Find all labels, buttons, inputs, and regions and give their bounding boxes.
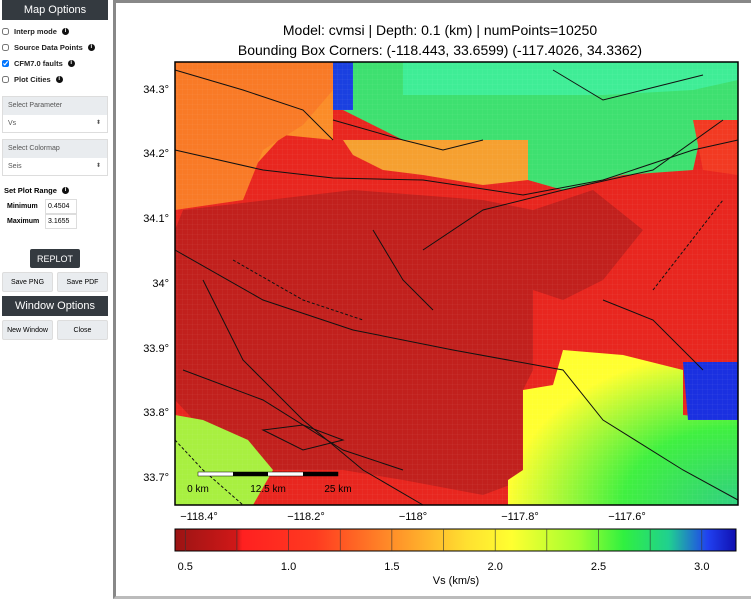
colorbar-tick-label: 1.0 <box>281 561 296 573</box>
plot-title-line1: Model: cvmsi | Depth: 0.1 (km) | numPoin… <box>283 22 597 38</box>
fault-line <box>332 119 484 151</box>
colorbar-label: Vs (km/s) <box>433 575 479 587</box>
plot-cities-option[interactable]: Plot Cities i <box>0 71 110 87</box>
grid-overlay <box>175 62 738 505</box>
select-arrows-icon: ⬍ <box>95 120 101 126</box>
scale-label-25: 25 km <box>324 484 351 495</box>
x-axis: −118.4° −118.2° −118° −117.8° −117.6° <box>180 511 646 523</box>
source-data-points-label: Source Data Points <box>14 42 83 52</box>
colorbar-tick-label: 0.5 <box>178 561 193 573</box>
minimum-label: Minimum <box>7 203 38 210</box>
cfm-faults-label: CFM7.0 faults <box>14 58 63 68</box>
map-frame <box>174 61 739 506</box>
colorbar-tick-label: 2.0 <box>488 561 503 573</box>
y-tick-label: 33.9° <box>143 343 169 355</box>
scale-label-12-5: 12.5 km <box>250 484 286 495</box>
close-button[interactable]: Close <box>57 320 108 340</box>
fault-line <box>232 259 364 321</box>
fault-line <box>174 69 334 141</box>
cfm-faults-option[interactable]: CFM7.0 faults i <box>0 55 110 71</box>
x-tick-label: −118.2° <box>287 511 325 523</box>
maximum-label: Maximum <box>7 218 40 225</box>
save-png-button[interactable]: Save PNG <box>2 272 53 292</box>
colorbar-tick-label: 1.5 <box>384 561 399 573</box>
maximum-input[interactable] <box>45 214 77 229</box>
y-tick-label: 33.8° <box>143 407 169 419</box>
x-tick-label: −117.6° <box>608 511 646 523</box>
fault-line <box>372 229 434 311</box>
fault-line <box>261 424 345 451</box>
parameter-value: Vs <box>8 120 17 127</box>
select-parameter-label: Select Parameter <box>3 97 107 115</box>
source-data-points-option[interactable]: Source Data Points i <box>0 39 110 55</box>
scale-bar: 0 km 12.5 km 25 km <box>187 471 352 495</box>
scale-label-0: 0 km <box>187 484 209 495</box>
save-pdf-button[interactable]: Save PDF <box>57 272 108 292</box>
plot-cities-label: Plot Cities <box>14 74 51 84</box>
fault-line <box>202 279 424 506</box>
select-arrows-icon: ⬍ <box>95 163 101 169</box>
colorbar: 0.5 1.0 1.5 2.0 2.5 3.0 Vs (km/s) <box>174 528 737 587</box>
new-window-button[interactable]: New Window <box>2 320 53 340</box>
x-tick-label: −118° <box>399 511 427 523</box>
plot-range-title: Set Plot Range i <box>4 186 110 195</box>
plot-cities-checkbox[interactable] <box>2 75 9 83</box>
colorbar-tick-label: 3.0 <box>694 561 709 573</box>
interp-mode-label: Interp mode <box>14 26 57 36</box>
fault-line <box>174 439 244 506</box>
parameter-select-group: Select Parameter Vs ⬍ <box>2 96 108 133</box>
x-tick-label: −118.4° <box>180 511 218 523</box>
source-data-points-checkbox[interactable] <box>2 43 9 51</box>
map-plot: Model: cvmsi | Depth: 0.1 (km) | numPoin… <box>143 22 739 587</box>
y-tick-label: 34.2° <box>143 148 169 160</box>
plot-title-line2: Bounding Box Corners: (-118.443, 33.6599… <box>238 42 642 58</box>
info-icon[interactable]: i <box>67 59 75 67</box>
colormap-value: Seis <box>8 163 22 170</box>
y-tick-label: 34° <box>152 278 169 290</box>
select-colormap-label: Select Colormap <box>3 140 107 158</box>
info-icon[interactable]: i <box>61 187 69 194</box>
fault-line <box>422 119 724 251</box>
replot-button[interactable]: REPLOT <box>30 249 80 268</box>
window-options-header: Window Options <box>2 296 108 316</box>
y-tick-label: 33.7° <box>143 472 169 484</box>
y-axis: 34.3° 34.2° 34.1° 34° 33.9° 33.8° 33.7° <box>143 84 169 484</box>
fault-lines <box>174 69 739 506</box>
info-icon[interactable]: i <box>55 75 63 83</box>
plot-panel: Model: cvmsi | Depth: 0.1 (km) | numPoin… <box>113 0 751 599</box>
fault-line <box>174 139 739 196</box>
map-options-header: Map Options <box>2 0 108 20</box>
colormap-select[interactable]: Seis ⬍ <box>3 158 107 175</box>
sidebar: Map Options Interp mode i Source Data Poi… <box>0 0 110 599</box>
y-tick-label: 34.3° <box>143 84 169 96</box>
colorbar-fill <box>174 528 737 552</box>
x-tick-label: −117.8° <box>501 511 539 523</box>
minimum-input[interactable] <box>45 199 77 214</box>
fault-line <box>652 199 724 291</box>
parameter-select[interactable]: Vs ⬍ <box>3 115 107 132</box>
info-icon[interactable]: i <box>61 27 69 35</box>
map-area: 0 km 12.5 km 25 km 34.3° 34.2° 34.1° 34°… <box>143 61 739 587</box>
colormap-select-group: Select Colormap Seis ⬍ <box>2 139 108 176</box>
colorbar-tick-label: 2.5 <box>591 561 606 573</box>
plot-range-label: Set Plot Range <box>4 186 57 195</box>
fault-line <box>552 69 704 101</box>
cfm-faults-checkbox[interactable] <box>2 59 9 67</box>
y-tick-label: 34.1° <box>143 213 169 225</box>
fault-line <box>602 299 704 371</box>
interp-mode-option[interactable]: Interp mode i <box>0 23 110 39</box>
colorbar-ticks: 0.5 1.0 1.5 2.0 2.5 3.0 <box>178 529 709 573</box>
interp-mode-checkbox[interactable] <box>2 27 9 35</box>
info-icon[interactable]: i <box>87 43 95 51</box>
fault-line <box>174 249 739 501</box>
